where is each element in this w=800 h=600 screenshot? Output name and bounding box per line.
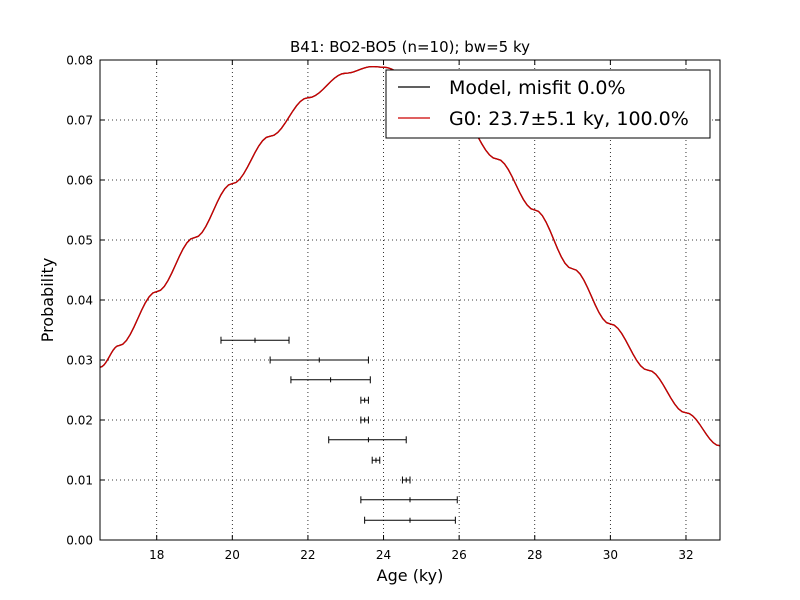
y-tick-label: 0.01 (66, 474, 93, 488)
error-bar (401, 476, 411, 484)
error-bar (360, 496, 458, 504)
y-tick-label: 0.06 (66, 174, 93, 188)
x-tick-label: 28 (527, 548, 542, 562)
axis-ticks: 18 20 22 24 26 28 30 32 0.00 0.01 0.02 0.03 0.04 0.05… (66, 54, 720, 562)
legend-label: Model, misfit 0.0% (449, 77, 626, 99)
x-tick-label: 20 (225, 548, 240, 562)
chart-title: B41: BO2-BO5 (n=10); bw=5 ky (290, 38, 530, 56)
y-tick-label: 0.02 (66, 414, 93, 428)
error-bar (360, 396, 369, 404)
y-tick-label: 0.03 (66, 354, 93, 368)
y-tick-label: 0.05 (66, 234, 93, 248)
x-tick-label: 32 (678, 548, 693, 562)
x-axis-label: Age (ky) (377, 566, 444, 585)
error-bar (220, 336, 290, 344)
x-tick-label: 30 (603, 548, 618, 562)
error-bar (269, 356, 369, 364)
error-bar (328, 436, 407, 444)
legend-label: G0: 23.7±5.1 ky, 100.0% (449, 108, 689, 130)
x-tick-label: 26 (452, 548, 467, 562)
x-tick-label: 18 (149, 548, 164, 562)
x-tick-label: 22 (300, 548, 315, 562)
error-bar (364, 516, 456, 524)
error-bar (360, 416, 369, 424)
legend-box (385, 69, 711, 139)
x-tick-label: 24 (376, 548, 391, 562)
error-bar (290, 376, 371, 384)
y-axis-label: Probability (38, 258, 57, 343)
error-bar (371, 456, 381, 464)
error-bars (220, 336, 458, 524)
y-tick-label: 0.00 (66, 534, 93, 548)
series-line-1 (99, 65, 721, 447)
legend: Model, misfit 0.0% G0: 23.7±5.1 ky, 100.0… (385, 69, 711, 139)
y-tick-label: 0.07 (66, 114, 93, 128)
y-tick-label: 0.04 (66, 294, 93, 308)
series-layer (99, 65, 721, 447)
y-tick-label: 0.08 (66, 54, 93, 68)
